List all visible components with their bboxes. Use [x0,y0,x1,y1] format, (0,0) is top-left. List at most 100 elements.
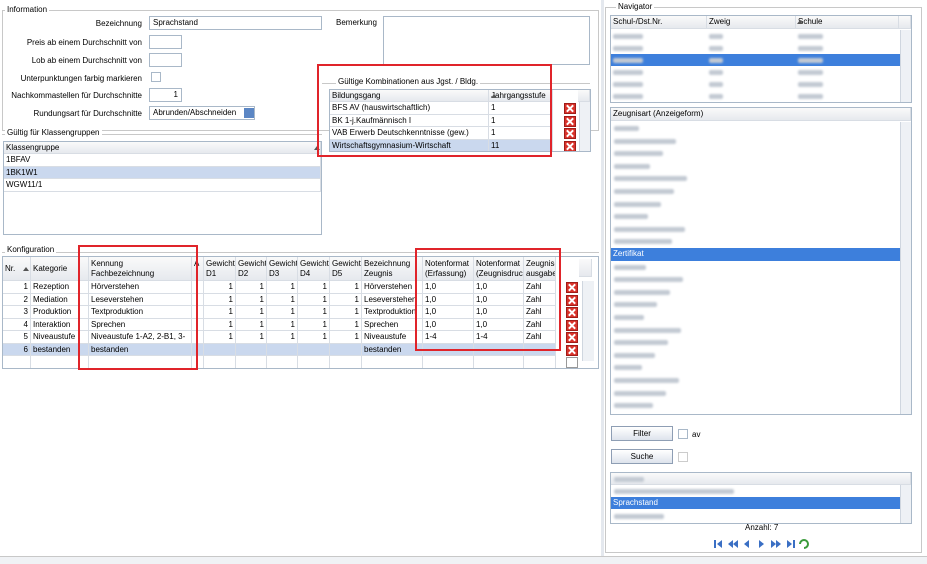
first-button[interactable] [717,540,722,548]
checkbox[interactable] [151,72,161,82]
filter-button[interactable]: Filter [611,426,673,441]
table-cell[interactable]: Textproduktion [89,306,192,319]
table-cell[interactable]: 1 [298,306,330,319]
table-cell[interactable]: bestanden [89,343,192,356]
table-cell[interactable]: 1 [236,318,267,331]
table-cell[interactable]: 1 [489,114,553,128]
next-page-button[interactable] [771,540,781,548]
table-cell[interactable]: 1 [204,331,236,344]
delete-button[interactable] [566,357,578,368]
table-cell[interactable]: 1 [267,293,298,306]
delete-button[interactable] [566,294,578,306]
table-cell[interactable]: bestanden [31,343,89,356]
table-cell[interactable] [236,356,267,368]
table-cell[interactable]: 1,0 [423,306,474,319]
last-button[interactable] [787,540,792,548]
table-cell[interactable]: 1 [267,281,298,294]
table-cell[interactable]: 1 [489,102,553,115]
list-item[interactable]: Zertifikat [611,248,900,261]
table-cell[interactable] [524,356,556,368]
table-cell[interactable] [474,356,524,368]
delete-button[interactable] [564,103,576,114]
table-cell[interactable]: Hörverstehen [89,281,192,294]
table-cell[interactable]: 1 [267,318,298,331]
table-cell[interactable]: Hörverstehen [362,281,423,294]
table-cell[interactable]: 1 [298,281,330,294]
table-cell[interactable] [330,356,362,368]
table-row[interactable]: WGW11/1 [4,179,321,192]
table-cell[interactable]: 1 [236,331,267,344]
table-cell[interactable]: Zahl [524,331,556,344]
table-cell[interactable]: 1 [330,331,362,344]
table-cell[interactable]: Produktion [31,306,89,319]
delete-button[interactable] [564,115,576,127]
table-cell[interactable] [362,356,423,368]
table-row[interactable]: 1BFAV [4,154,321,167]
table-cell[interactable] [31,356,89,368]
text-input[interactable]: 1 [149,88,182,102]
text-input[interactable] [149,35,182,49]
table-cell[interactable]: 1 [3,281,31,294]
table-cell[interactable]: Interaktion [31,318,89,331]
table-cell[interactable] [192,318,204,331]
table-cell[interactable]: Textproduktion [362,306,423,319]
table-cell[interactable]: 1,0 [474,281,524,294]
remark-textarea[interactable] [383,16,590,65]
table-cell[interactable] [192,281,204,294]
table-cell[interactable]: 1 [298,318,330,331]
table-cell[interactable]: 1,0 [474,293,524,306]
table-cell[interactable]: Zahl [524,293,556,306]
table-cell[interactable]: 2 [3,293,31,306]
table-cell[interactable]: Sprechen [362,318,423,331]
table-cell[interactable] [267,356,298,368]
table-row[interactable]: 1BK1W1 [4,166,321,179]
prev-page-button[interactable] [728,540,738,548]
table-cell[interactable]: 1 [330,306,362,319]
next-button[interactable] [759,540,764,548]
table-cell[interactable] [192,331,204,344]
search-button[interactable]: Suche [611,449,673,464]
table-cell[interactable]: 1 [204,281,236,294]
table-cell[interactable]: 4 [3,318,31,331]
delete-button[interactable] [566,282,578,293]
delete-button[interactable] [566,344,578,356]
table-cell[interactable] [192,356,204,368]
table-cell[interactable] [89,356,192,368]
table-cell[interactable]: 5 [3,331,31,344]
table-cell[interactable] [298,356,330,368]
table-cell[interactable]: 1-4 [474,331,524,344]
table-cell[interactable]: 1 [489,127,553,140]
table-cell[interactable]: 1 [330,293,362,306]
table-cell[interactable] [204,343,236,356]
table-cell[interactable]: 1,0 [423,293,474,306]
first-button[interactable] [714,540,716,548]
table-cell[interactable]: bestanden [362,343,423,356]
table-cell[interactable]: Zahl [524,306,556,319]
table-cell[interactable]: 1 [330,281,362,294]
table-cell[interactable] [267,343,298,356]
table-cell[interactable] [192,306,204,319]
table-cell[interactable]: Leseverstehen [89,293,192,306]
table-cell[interactable]: 1,0 [474,318,524,331]
table-cell[interactable]: 1 [236,306,267,319]
table-cell[interactable]: 1 [267,306,298,319]
table-cell[interactable]: 1 [298,293,330,306]
table-cell[interactable]: 1 [330,318,362,331]
table-cell[interactable] [192,293,204,306]
last-button[interactable] [793,540,795,548]
prev-button[interactable] [744,540,749,548]
table-cell[interactable]: Zahl [524,318,556,331]
table-cell[interactable]: 1 [298,331,330,344]
table-cell[interactable] [236,343,267,356]
text-input[interactable] [149,53,182,67]
table-cell[interactable] [423,356,474,368]
table-cell[interactable] [192,343,204,356]
table-cell[interactable]: 1 [236,293,267,306]
table-cell[interactable]: Niveaustufe [31,331,89,344]
table-cell[interactable]: 1 [204,293,236,306]
header-button[interactable] [899,473,911,485]
delete-button[interactable] [564,140,576,151]
table-cell[interactable]: 6 [3,343,31,356]
table-cell[interactable]: 1 [267,331,298,344]
header-button[interactable] [578,90,590,102]
